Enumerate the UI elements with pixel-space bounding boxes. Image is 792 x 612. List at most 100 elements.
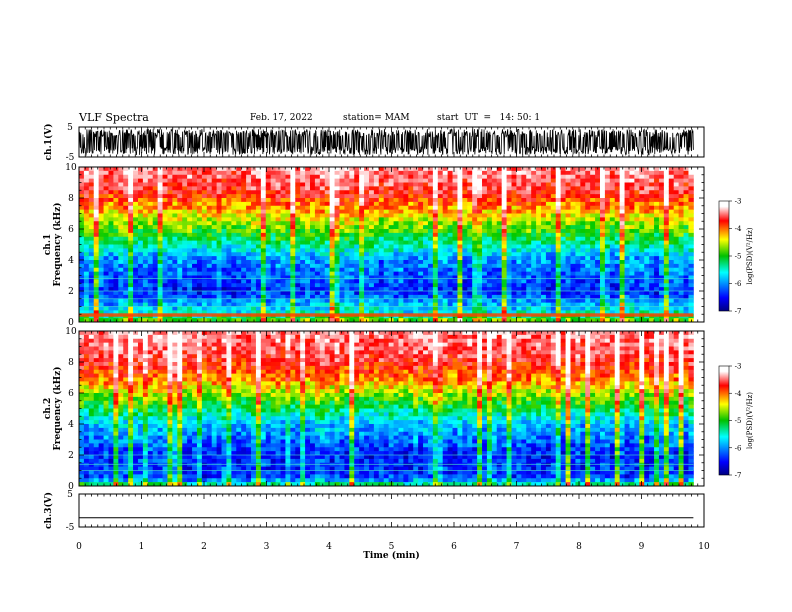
- spectrogram-cell: [614, 194, 621, 199]
- spectrogram-cell: [108, 310, 114, 315]
- spectrogram-cell: [418, 275, 424, 280]
- spectrogram-cell: [216, 190, 222, 195]
- spectrogram-cell: [255, 287, 262, 292]
- spectrogram-cell: [590, 194, 596, 199]
- spectrogram-cell: [550, 287, 557, 292]
- spectrogram-cell: [427, 306, 434, 311]
- spectrogram-cell: [83, 198, 90, 203]
- spectrogram-cell: [172, 178, 178, 183]
- spectrogram-cell: [98, 291, 104, 296]
- spectrogram-cell: [683, 240, 689, 245]
- spectrogram-cell: [437, 182, 444, 187]
- spectrogram-cell: [595, 271, 601, 276]
- spectrogram-cell: [403, 279, 409, 284]
- spectrogram-cell: [373, 287, 380, 292]
- spectrogram-cell: [344, 310, 350, 315]
- spectrogram-cell: [310, 221, 316, 226]
- spectrogram-cell: [393, 201, 399, 207]
- spectrogram-cell: [255, 260, 262, 265]
- spectrogram-cell: [88, 240, 95, 245]
- spectrogram-cell: [118, 302, 124, 307]
- spectrogram-cell: [354, 232, 360, 238]
- spectrogram-cell: [305, 182, 311, 187]
- spectrogram-cell: [536, 260, 542, 265]
- spectrogram-cell: [314, 229, 321, 234]
- spectrogram-cell: [403, 209, 409, 214]
- spectrogram-cell: [668, 318, 675, 323]
- spectrogram-cell: [236, 190, 242, 195]
- spectrogram-cell: [221, 248, 227, 253]
- spectrogram-cell: [462, 302, 468, 307]
- spectrogram-cell: [467, 190, 473, 195]
- spectrogram-cell: [649, 217, 655, 222]
- spectrogram-cell: [668, 198, 675, 203]
- spectrogram-cell: [221, 174, 227, 180]
- spectrogram-cell: [280, 298, 286, 304]
- spectrogram-cell: [255, 252, 262, 257]
- spectrogram-cell: [201, 279, 208, 284]
- spectrogram-cell: [604, 170, 611, 176]
- spectrogram-cell: [182, 213, 188, 218]
- spectrogram-cell: [182, 170, 188, 176]
- spectrogram-cell: [408, 287, 414, 292]
- spectrogram-cell: [201, 267, 208, 273]
- spectrogram-cell: [255, 229, 262, 234]
- spectrogram-cell: [654, 236, 660, 242]
- spectrogram-cell: [133, 267, 139, 273]
- spectrogram-cell: [280, 213, 286, 218]
- spectrogram-cell: [663, 182, 670, 187]
- spectrogram-cell: [113, 225, 119, 230]
- spectrogram-cell: [270, 291, 277, 296]
- spectrogram-cell: [580, 174, 586, 180]
- spectrogram-cell: [192, 283, 198, 288]
- spectrogram-cell: [275, 232, 281, 238]
- spectrogram-cell: [142, 287, 149, 292]
- spectrogram-cell: [246, 194, 252, 199]
- spectrogram-cell: [157, 306, 163, 311]
- spectrogram-cell: [486, 190, 493, 195]
- spectrogram-cell: [614, 306, 621, 311]
- spectrogram-cell: [275, 178, 281, 183]
- spectrogram-cell: [673, 236, 680, 242]
- spectrogram-cell: [359, 205, 365, 211]
- spectrogram-cell: [423, 182, 429, 187]
- spectrogram-cell: [123, 279, 129, 284]
- spectrogram-cell: [580, 256, 586, 261]
- spectrogram-cell: [521, 217, 527, 222]
- spectrogram-cell: [314, 306, 321, 311]
- spectrogram-cell: [314, 201, 321, 207]
- spectrogram-cell: [108, 263, 114, 269]
- spectrogram-cell: [329, 306, 335, 311]
- spectrogram-cell: [329, 209, 335, 214]
- spectrogram-cell: [251, 275, 257, 280]
- spectrogram-cell: [211, 213, 218, 218]
- spectrogram-cell: [663, 236, 670, 242]
- spectrogram-cell: [383, 198, 390, 203]
- spectrogram-cell: [609, 232, 616, 238]
- spectrogram-cell: [113, 294, 119, 300]
- spectrogram-cell: [521, 205, 527, 211]
- spectrogram-cell: [305, 174, 311, 180]
- spectrogram-cell: [226, 263, 232, 269]
- spectrogram-cell: [629, 318, 635, 323]
- spectrogram-cell: [413, 252, 419, 257]
- spectrogram-cell: [310, 213, 316, 218]
- spectrogram-cell: [565, 306, 571, 311]
- spectrogram-cell: [349, 209, 355, 214]
- spectrogram-cell: [496, 298, 503, 304]
- spectrogram-cell: [221, 279, 227, 284]
- spectrogram-cell: [290, 287, 296, 292]
- spectrogram-cell: [103, 252, 109, 257]
- spectrogram-cell: [231, 190, 237, 195]
- spectrogram-cell: [246, 174, 252, 180]
- spectrogram-cell: [678, 194, 684, 199]
- spectrogram-cell: [590, 167, 596, 172]
- spectrogram-cell: [462, 240, 468, 245]
- spectrogram-cell: [688, 252, 694, 257]
- spectrogram-cell: [275, 198, 281, 203]
- spectrogram-cell: [668, 182, 675, 187]
- spectrogram-cell: [467, 225, 473, 230]
- spectrogram-cell: [467, 194, 473, 199]
- spectrogram-cell: [521, 186, 527, 191]
- spectrogram-cell: [595, 217, 601, 222]
